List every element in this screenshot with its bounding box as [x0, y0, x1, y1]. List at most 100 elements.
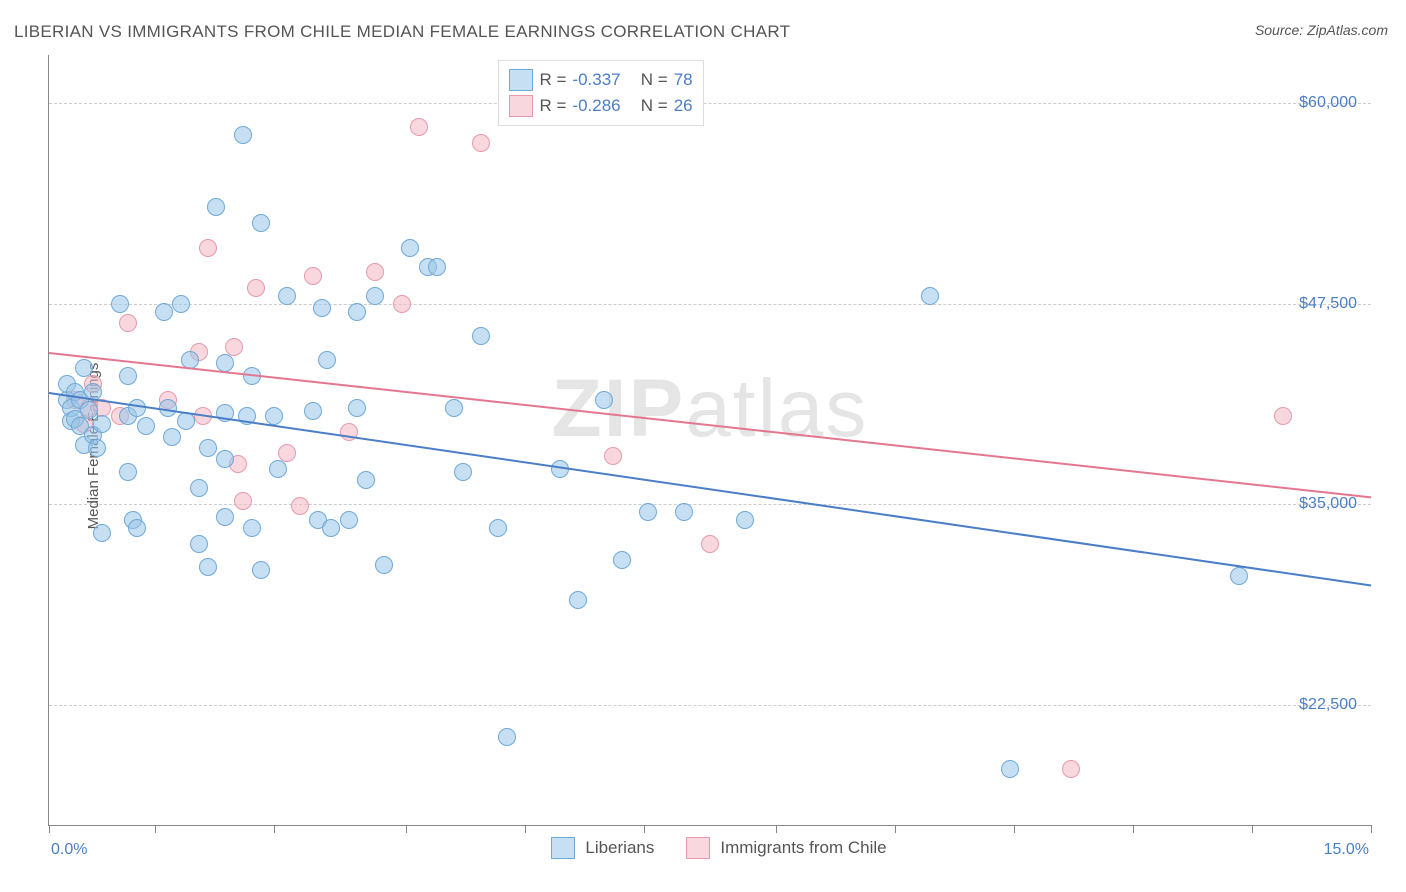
point-series-a [921, 287, 939, 305]
point-series-b [1062, 760, 1080, 778]
x-tick [274, 825, 275, 833]
x-tick [1371, 825, 1372, 833]
point-series-b [225, 338, 243, 356]
point-series-a [472, 327, 490, 345]
legend-label: Immigrants from Chile [720, 838, 886, 858]
legend-series: Liberians Immigrants from Chile [551, 837, 908, 859]
point-series-a [93, 415, 111, 433]
point-series-a [155, 303, 173, 321]
point-series-a [190, 535, 208, 553]
point-series-b [472, 134, 490, 152]
legend-swatch [551, 837, 575, 859]
point-series-a [736, 511, 754, 529]
x-tick [895, 825, 896, 833]
point-series-b [701, 535, 719, 553]
y-tick-label: $35,000 [1299, 495, 1357, 513]
point-series-a [199, 558, 217, 576]
point-series-a [1230, 567, 1248, 585]
point-series-a [340, 511, 358, 529]
y-tick-label: $22,500 [1299, 696, 1357, 714]
x-tick [49, 825, 50, 833]
point-series-b [199, 239, 217, 257]
point-series-a [137, 417, 155, 435]
x-tick-label: 0.0% [51, 841, 87, 859]
chart-title: LIBERIAN VS IMMIGRANTS FROM CHILE MEDIAN… [14, 22, 790, 42]
point-series-a [75, 359, 93, 377]
point-series-a [595, 391, 613, 409]
point-series-a [348, 399, 366, 417]
point-series-a [111, 295, 129, 313]
point-series-a [252, 561, 270, 579]
x-tick [644, 825, 645, 833]
legend-row: R = -0.337 N = 78 [509, 67, 692, 93]
point-series-a [234, 126, 252, 144]
point-series-a [304, 402, 322, 420]
point-series-a [265, 407, 283, 425]
point-series-a [401, 239, 419, 257]
point-series-a [366, 287, 384, 305]
point-series-a [163, 428, 181, 446]
x-tick [1133, 825, 1134, 833]
point-series-a [252, 214, 270, 232]
watermark: ZIPatlas [552, 362, 869, 456]
point-series-a [172, 295, 190, 313]
point-series-b [234, 492, 252, 510]
point-series-a [207, 198, 225, 216]
point-series-a [357, 471, 375, 489]
plot-area: ZIPatlas $60,000$47,500$35,000$22,5000.0… [48, 55, 1371, 826]
point-series-a [119, 463, 137, 481]
point-series-a [498, 728, 516, 746]
point-series-b [278, 444, 296, 462]
gridline [49, 304, 1371, 305]
point-series-a [243, 519, 261, 537]
point-series-a [278, 287, 296, 305]
point-series-a [128, 519, 146, 537]
point-series-a [216, 450, 234, 468]
point-series-a [428, 258, 446, 276]
point-series-a [322, 519, 340, 537]
trend-line-b [49, 352, 1371, 498]
legend-swatch [509, 69, 533, 91]
source-label: Source: ZipAtlas.com [1255, 22, 1388, 38]
x-tick [406, 825, 407, 833]
x-tick-label: 15.0% [1324, 841, 1369, 859]
point-series-b [291, 497, 309, 515]
x-tick [776, 825, 777, 833]
legend-correlation: R = -0.337 N = 78 R = -0.286 N = 26 [498, 60, 703, 126]
point-series-a [613, 551, 631, 569]
trend-line-a [49, 392, 1371, 586]
x-tick [1014, 825, 1015, 833]
point-series-b [304, 267, 322, 285]
point-series-a [88, 439, 106, 457]
point-series-a [454, 463, 472, 481]
x-tick [525, 825, 526, 833]
point-series-b [119, 314, 137, 332]
point-series-b [410, 118, 428, 136]
point-series-a [80, 401, 98, 419]
y-tick-label: $60,000 [1299, 94, 1357, 112]
legend-label: Liberians [585, 838, 654, 858]
point-series-b [604, 447, 622, 465]
point-series-a [318, 351, 336, 369]
x-tick [1252, 825, 1253, 833]
point-series-a [190, 479, 208, 497]
point-series-a [375, 556, 393, 574]
legend-row: R = -0.286 N = 26 [509, 93, 692, 119]
point-series-a [569, 591, 587, 609]
point-series-a [489, 519, 507, 537]
point-series-a [216, 354, 234, 372]
legend-swatch [509, 95, 533, 117]
point-series-a [269, 460, 287, 478]
point-series-b [1274, 407, 1292, 425]
point-series-a [199, 439, 217, 457]
point-series-a [128, 399, 146, 417]
point-series-a [445, 399, 463, 417]
point-series-a [119, 367, 137, 385]
point-series-a [216, 508, 234, 526]
point-series-a [93, 524, 111, 542]
gridline [49, 103, 1371, 104]
point-series-a [639, 503, 657, 521]
legend-swatch [686, 837, 710, 859]
point-series-b [247, 279, 265, 297]
point-series-a [348, 303, 366, 321]
